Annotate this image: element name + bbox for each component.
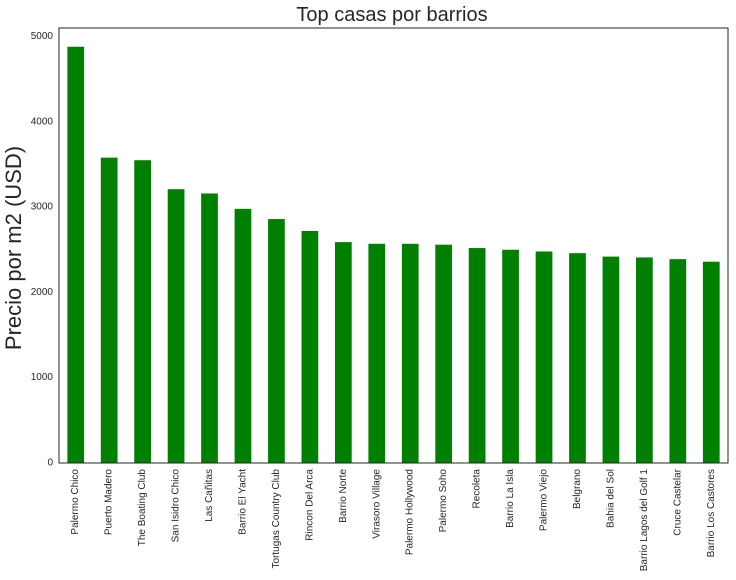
x-tick-label: Palermo Chico (70, 469, 81, 535)
bar (702, 261, 720, 463)
bar (234, 208, 252, 463)
x-tick-label: Rincon Del Arca (304, 469, 315, 541)
bar (334, 242, 352, 463)
bar (201, 193, 218, 463)
x-tick-label: Puerto Madero (104, 469, 115, 536)
x-tick-label: Las Cañitas (204, 469, 215, 522)
bar (435, 244, 453, 463)
x-tick-label: Palermo Viejo (539, 469, 550, 532)
bar (602, 256, 620, 463)
chart-title: Top casas por barrios (296, 4, 487, 26)
plot-frame (58, 27, 729, 464)
x-tick-label: Barrio Los Castores (706, 469, 717, 557)
bar (100, 157, 118, 463)
bar (669, 259, 687, 463)
x-tick-label: Barrio La Isla (505, 469, 516, 528)
x-tick-label: Virasoro Village (371, 469, 382, 539)
y-tick-label: 0 (47, 458, 53, 469)
x-tick-label: Recoleta (472, 469, 483, 509)
bar (134, 160, 151, 463)
bar (268, 219, 285, 463)
bar (301, 231, 319, 463)
y-tick-label: 5000 (31, 31, 54, 42)
x-tick-label: The Boating Club (137, 469, 148, 547)
x-tick-label: Barrio El Yacht (237, 469, 248, 535)
bar (67, 46, 85, 463)
bar (502, 249, 519, 463)
bar (569, 253, 586, 463)
bar (468, 248, 486, 463)
x-tick-label: Belgrano (572, 469, 583, 509)
x-tick-label: Tortugas Country Club (271, 469, 282, 569)
x-tick-label: Palermo Soho (438, 469, 449, 533)
y-axis-ticks: 0 1000 2000 3000 4000 5000 (31, 31, 54, 468)
x-tick-label: Barrio Lagos del Golf 1 (639, 469, 650, 572)
bar (636, 257, 653, 463)
y-tick-label: 3000 (31, 202, 54, 213)
x-tick-label: Bahia del Sol (605, 469, 616, 528)
y-tick-label: 4000 (31, 116, 54, 127)
x-axis-ticks: Palermo Chico Puerto Madero The Boating Cl… (70, 468, 717, 571)
bar (368, 243, 386, 463)
x-tick-label: Palermo Hollywood (405, 469, 416, 555)
y-tick-label: 2000 (31, 287, 54, 298)
x-tick-label: Barrio Norte (338, 469, 349, 523)
y-tick-label: 1000 (31, 372, 54, 383)
bars-group (67, 46, 720, 463)
x-tick-label: Cruce Castelar (672, 468, 683, 535)
y-axis-label: Precio por m2 (USD) (1, 146, 26, 350)
bar (167, 189, 185, 463)
x-tick-label: San Isidro Chico (171, 469, 182, 543)
bar (401, 243, 419, 463)
bar (535, 251, 553, 463)
